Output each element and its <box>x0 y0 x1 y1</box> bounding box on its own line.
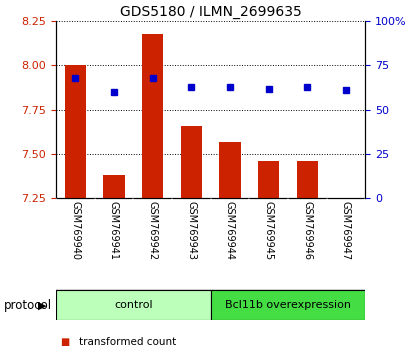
Text: protocol: protocol <box>4 299 52 312</box>
Bar <box>142 34 163 198</box>
Text: Bcl11b overexpression: Bcl11b overexpression <box>225 300 351 310</box>
Bar <box>56 290 210 320</box>
Text: ▶: ▶ <box>38 300 46 310</box>
Text: GSM769947: GSM769947 <box>341 201 351 260</box>
Text: GSM769945: GSM769945 <box>264 201 273 260</box>
Text: GSM769946: GSM769946 <box>302 201 312 260</box>
Text: transformed count: transformed count <box>79 337 176 347</box>
Text: GSM769941: GSM769941 <box>109 201 119 260</box>
Text: GSM769942: GSM769942 <box>148 201 158 260</box>
Text: GSM769940: GSM769940 <box>71 201 81 260</box>
Text: GSM769943: GSM769943 <box>186 201 196 260</box>
Bar <box>103 175 124 198</box>
Text: GSM769944: GSM769944 <box>225 201 235 260</box>
Title: GDS5180 / ILMN_2699635: GDS5180 / ILMN_2699635 <box>120 5 301 19</box>
Text: control: control <box>114 300 153 310</box>
Bar <box>219 142 241 198</box>
Text: ■: ■ <box>60 337 69 347</box>
Bar <box>258 161 279 198</box>
Bar <box>181 126 202 198</box>
Bar <box>297 161 318 198</box>
Bar <box>210 290 365 320</box>
Bar <box>65 65 86 198</box>
